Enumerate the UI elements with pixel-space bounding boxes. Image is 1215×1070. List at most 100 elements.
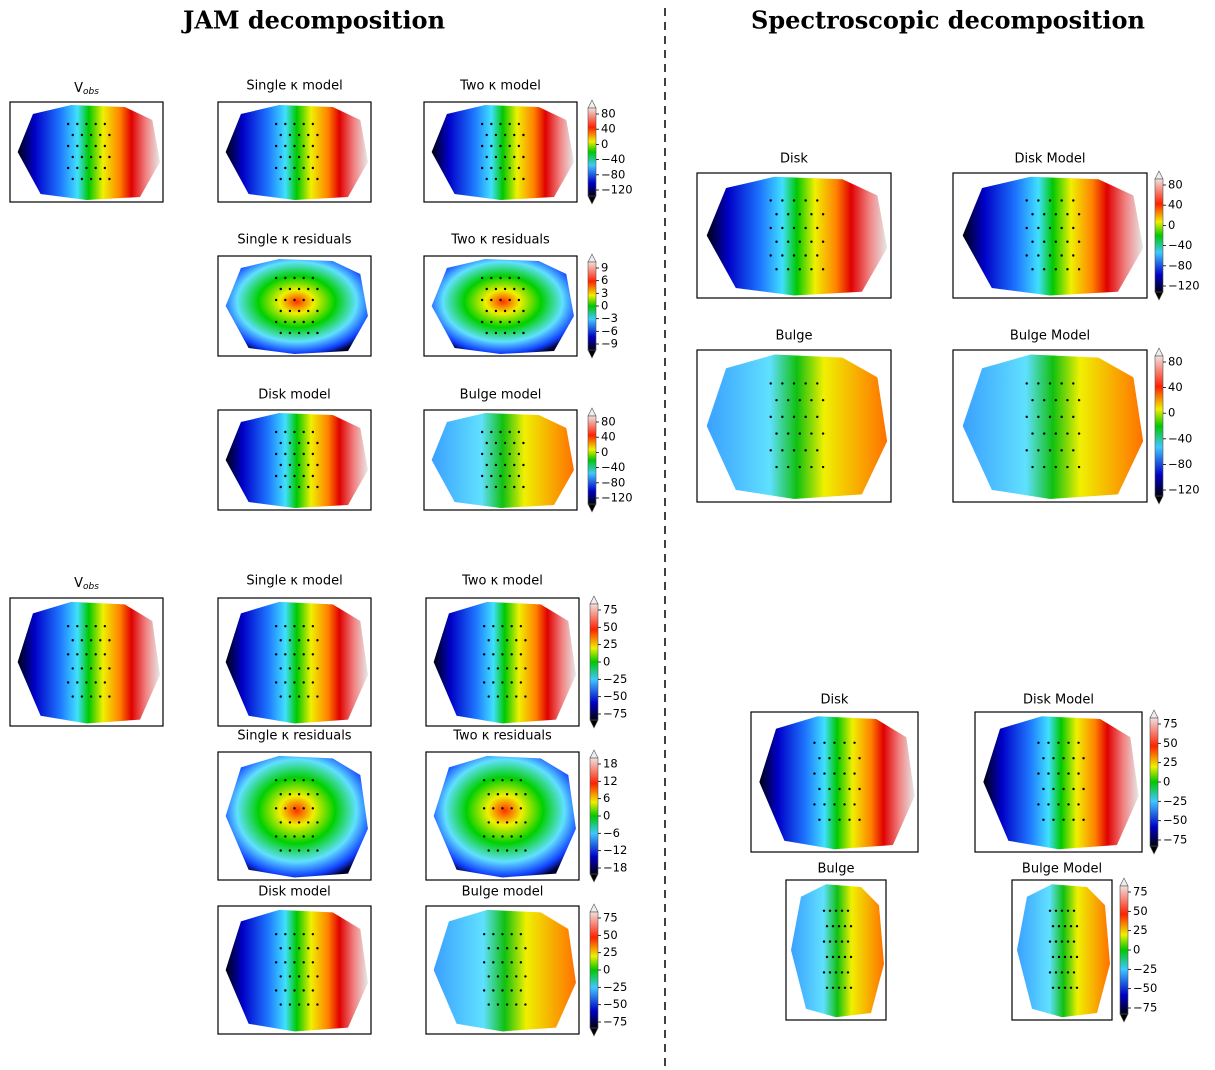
spaxel-dot [499, 166, 502, 170]
spaxel-dot [522, 309, 525, 313]
spaxel-dot [288, 793, 292, 796]
spaxel-dot [524, 639, 527, 642]
colorbar-tick-label: 0 [1133, 943, 1140, 957]
colorbar-extend-top [587, 253, 597, 263]
spaxel-dot [781, 226, 784, 230]
spaxel-dot [1054, 432, 1058, 435]
spaxel-dot [279, 695, 282, 698]
spaxel-dot [274, 430, 278, 434]
spaxel-dot [505, 1003, 509, 1006]
spaxel-dot [823, 741, 826, 744]
colorbar-tick-label: −3 [601, 311, 618, 325]
spaxel-dot [482, 807, 486, 810]
spaxel-dot [1077, 268, 1081, 271]
colorbar-tick-label: 0 [1168, 406, 1175, 420]
spaxel-dot [80, 695, 84, 698]
colorbar-tick-label: −75 [603, 707, 627, 721]
spaxel-dot [316, 793, 319, 796]
spaxel-dot [482, 989, 486, 992]
spaxel-dot [505, 639, 509, 642]
spaxel-dot [1054, 398, 1058, 402]
spaxel-dot [487, 975, 490, 978]
spaxel-dot [1072, 818, 1075, 821]
spaxel-dot [94, 122, 97, 126]
spaxel-dot [828, 971, 832, 974]
panel-title: Disk model [258, 388, 331, 403]
spaxel-dot [494, 287, 498, 291]
spaxel-dot [810, 398, 813, 402]
velocity-map [706, 176, 888, 296]
spaxel-dot [297, 695, 301, 698]
velocity-map [431, 413, 574, 508]
spaxel-dot [76, 653, 79, 656]
spaxel-dot [108, 667, 111, 670]
spaxel-dot [519, 681, 523, 684]
panel-title: Disk [780, 152, 808, 167]
spaxel-dot [284, 835, 287, 838]
spaxel-dot [769, 254, 772, 257]
spaxel-dot [1072, 449, 1075, 452]
spaxel-dot [513, 331, 516, 335]
spaxel-dot [1054, 213, 1058, 216]
spaxel-dot [94, 681, 97, 684]
spaxel-dot [849, 986, 853, 989]
spaxel-dot [302, 624, 305, 628]
spaxel-dot [494, 155, 498, 159]
spaxel-dot [508, 452, 511, 456]
spaxel-dot [517, 276, 521, 280]
spaxel-dot [828, 757, 831, 760]
spaxel-dot [496, 849, 500, 852]
spaxel-dot [833, 741, 836, 744]
spaxel-dot [848, 787, 851, 791]
spaxel-dot [828, 787, 831, 791]
panel-frame [696, 349, 892, 503]
colorbar: 80 40 0 −40 −80 −120 [1154, 347, 1200, 505]
spaxel-dot [1062, 787, 1065, 791]
colorbar-tick-label: −120 [1168, 279, 1200, 293]
spaxel-dot [804, 449, 807, 452]
spaxel-dot [1082, 757, 1085, 760]
spaxel-dot [816, 449, 819, 452]
spaxel-dot [775, 213, 778, 216]
spaxel-dot [485, 177, 488, 181]
spaxel-dot [843, 986, 847, 989]
spaxel-dot [1077, 398, 1081, 402]
panel-title: Single κ residuals [237, 729, 351, 744]
colorbar-tick-label: 0 [603, 655, 610, 669]
spaxel-dot [519, 778, 523, 782]
spaxel-dot [89, 155, 93, 159]
panel-title: Disk Model [1023, 693, 1094, 708]
spaxel-dot [66, 681, 70, 684]
spaxel-dot [810, 268, 813, 271]
spaxel-dot [804, 382, 807, 385]
colorbar-extend-top [1154, 347, 1164, 357]
spaxel-dot [828, 940, 832, 943]
spaxel-dot [108, 177, 111, 181]
spaxel-dot [843, 925, 847, 928]
spaxel-dot [816, 226, 819, 230]
spaxel-dot [480, 122, 484, 126]
spaxel-dot [302, 835, 305, 838]
spaxel-dot [76, 144, 79, 148]
spaxel-dot [490, 122, 493, 126]
spaxel-dot [825, 955, 829, 959]
spaxel-dot [274, 166, 278, 170]
spaxel-dot [1052, 757, 1055, 760]
spaxel-dot [1077, 465, 1081, 469]
spaxel-dot [316, 287, 319, 291]
spaxel-dot [499, 430, 502, 434]
colorbar-tick-label: 0 [603, 809, 610, 823]
spaxel-dot [279, 821, 282, 824]
spaxel-dot [1066, 268, 1069, 271]
spaxel-dot [302, 961, 305, 964]
spaxel-dot [496, 947, 500, 950]
panel-title: Vobs [74, 576, 99, 592]
colorbar-body [1119, 885, 1129, 1015]
spaxel-dot [71, 667, 74, 670]
spaxel-dot [279, 849, 282, 852]
spaxel-dot [499, 122, 502, 126]
colorbar-tick-label: 6 [603, 791, 610, 805]
map-panel: Disk Model [974, 693, 1143, 853]
spaxel-dot [1037, 449, 1040, 452]
colorbar-tick-label: 6 [601, 273, 608, 287]
